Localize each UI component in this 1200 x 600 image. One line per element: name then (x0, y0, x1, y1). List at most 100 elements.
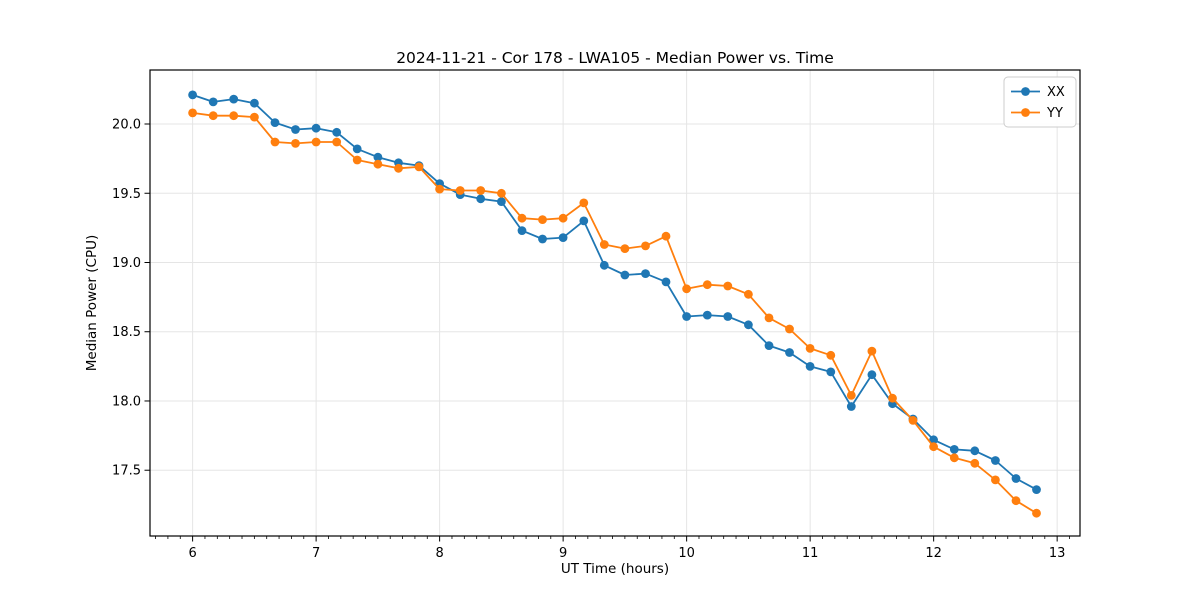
series-yy-marker (188, 108, 198, 118)
series-xx-marker (352, 144, 362, 154)
series-yy-marker (414, 162, 424, 172)
series-yy-marker (394, 163, 403, 173)
series-xx-marker (250, 98, 259, 108)
series-xx-marker (1032, 485, 1041, 494)
series-yy-marker (435, 184, 444, 194)
series-yy-marker (270, 137, 280, 147)
series-yy-marker (352, 155, 362, 165)
legend-box (1003, 76, 1077, 128)
series-xx-marker (476, 194, 486, 204)
series-xx-marker (270, 118, 280, 127)
chart-title: 2024-11-21 - Cor 178 - LWA105 - Median P… (396, 49, 834, 67)
plot-area (150, 70, 1080, 536)
legend: XX YY (1003, 76, 1077, 128)
series-xx-marker (599, 260, 609, 270)
series-yy-marker (229, 111, 239, 121)
series-yy-marker (373, 159, 383, 169)
series-xx-marker (867, 370, 877, 380)
series-yy-marker (620, 244, 630, 254)
series-yy-marker (785, 324, 794, 334)
series-yy-marker (558, 213, 568, 223)
y-axis-label: Median Power (CPU) (84, 235, 100, 371)
series-xx-marker (538, 234, 547, 244)
legend-marker-sample (1021, 108, 1030, 117)
series-xx-marker (970, 446, 980, 456)
series-xx-marker (332, 127, 342, 137)
x-axis-label: UT Time (hours) (561, 561, 669, 577)
series-xx-marker (579, 216, 589, 226)
series-yy-marker (764, 313, 774, 323)
series-xx-marker (1011, 474, 1021, 483)
series-yy-marker (949, 453, 959, 463)
series-xx-marker (949, 445, 959, 454)
y-tick-label: 18.5 (112, 325, 141, 340)
series-yy-marker (332, 137, 342, 147)
legend-marker-sample (1021, 87, 1030, 96)
x-tick-label: 13 (1049, 546, 1066, 561)
series-xx-marker (991, 456, 1000, 465)
series-yy-marker (908, 416, 918, 425)
series-xx-marker (373, 152, 383, 162)
legend-label: XX (1047, 85, 1065, 100)
x-tick-label: 7 (312, 546, 320, 561)
series-xx-marker (641, 269, 650, 278)
series-yy-marker (661, 231, 671, 241)
series-xx-marker (517, 226, 527, 236)
series-yy-marker (641, 241, 650, 251)
series-xx-marker (229, 94, 239, 104)
series-xx-marker (764, 341, 774, 350)
y-tick-label: 17.5 (112, 464, 141, 479)
series-xx-marker (744, 320, 753, 330)
x-tick-label: 12 (925, 546, 942, 561)
y-tick-label: 20.0 (112, 118, 141, 133)
series-yy-marker (250, 112, 259, 122)
series-xx-marker (826, 367, 836, 377)
series-xx-marker (311, 123, 321, 133)
series-yy-marker (455, 186, 465, 195)
series-yy-marker (497, 188, 506, 198)
series-xx-marker (558, 233, 568, 243)
series-yy-marker (517, 213, 527, 223)
series-yy-marker (291, 139, 300, 148)
series-xx-marker (723, 312, 733, 321)
series-xx-marker (291, 125, 300, 134)
series-xx-marker (620, 270, 630, 280)
series-xx-marker (846, 402, 856, 411)
x-tick-label: 11 (802, 546, 819, 561)
series-yy-marker (805, 344, 815, 353)
series-yy-marker (599, 240, 609, 249)
series-yy-marker (929, 442, 938, 452)
series-yy-marker (723, 281, 733, 291)
y-tick-label: 18.0 (112, 394, 141, 409)
x-tick-label: 6 (188, 546, 196, 561)
series-xx-marker (929, 435, 938, 445)
series-xx-marker (661, 277, 671, 287)
series-xx-marker (702, 310, 712, 320)
legend-label: YY (1046, 106, 1063, 121)
series-yy-marker (208, 111, 218, 121)
axes-spines (149, 69, 1081, 537)
x-tick-label: 9 (559, 546, 567, 561)
series-xx-marker (805, 362, 815, 371)
series-yy-marker (702, 280, 712, 290)
series-yy-marker (991, 475, 1000, 485)
series-yy-marker (826, 350, 836, 360)
series-yy-marker (311, 137, 321, 147)
series-xx-marker (188, 90, 198, 100)
series-xx-marker (497, 197, 506, 207)
series-yy-marker (579, 198, 589, 208)
series-yy-marker (1032, 508, 1041, 518)
y-tick-label: 19.0 (112, 256, 141, 271)
x-tick-label: 8 (435, 546, 443, 561)
series-xx-marker (785, 348, 794, 357)
series-yy-marker (970, 458, 980, 468)
legend-item-xx: XX (1011, 85, 1065, 100)
series-yy-marker (846, 391, 856, 400)
series-xx-marker (208, 97, 218, 107)
series-yy-marker (538, 215, 547, 225)
series-xx-marker (682, 312, 691, 321)
series-yy-marker (682, 284, 691, 294)
series-yy-marker (1011, 496, 1021, 506)
